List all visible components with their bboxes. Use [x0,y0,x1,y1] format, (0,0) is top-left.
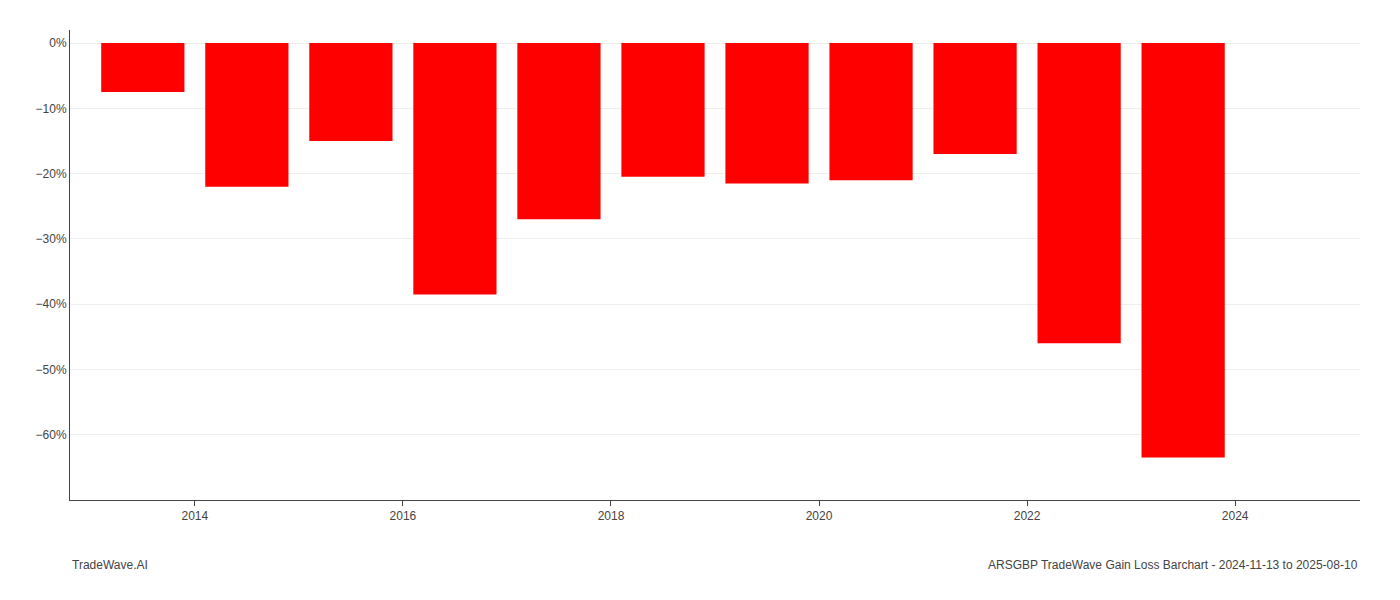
svg-text:2014: 2014 [181,509,208,523]
svg-text:ARSGBP TradeWave Gain Loss Bar: ARSGBP TradeWave Gain Loss Barchart - 20… [988,558,1358,572]
svg-text:TradeWave.AI: TradeWave.AI [72,558,148,572]
svg-text:−20%: −20% [36,167,67,181]
svg-text:2020: 2020 [806,509,833,523]
svg-text:−30%: −30% [36,232,67,246]
svg-text:−10%: −10% [36,102,67,116]
svg-text:2018: 2018 [598,509,625,523]
svg-text:2024: 2024 [1222,509,1249,523]
svg-text:−40%: −40% [36,297,67,311]
svg-text:−50%: −50% [36,363,67,377]
svg-text:2016: 2016 [390,509,417,523]
svg-text:0%: 0% [49,36,67,50]
svg-text:2022: 2022 [1014,509,1041,523]
svg-text:−60%: −60% [36,428,67,442]
